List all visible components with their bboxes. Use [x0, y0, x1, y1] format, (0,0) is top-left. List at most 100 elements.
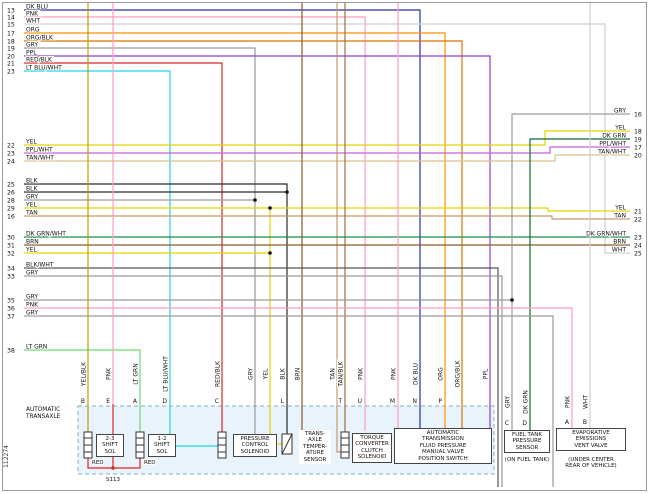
left-pin-number: 17	[7, 31, 15, 38]
junction-dot	[510, 298, 514, 302]
wire-color-label: PNK	[106, 367, 113, 380]
left-pin-number: 16	[7, 214, 15, 221]
wire-color-label: BRN	[295, 368, 302, 381]
left-pin-wire-label: GRY	[26, 42, 38, 49]
wire-blk	[24, 183, 288, 434]
right-pin-wire-label: DK GRN	[602, 133, 626, 140]
right-pin-wire-label: PPL/WHT	[599, 141, 626, 148]
wire-gry	[511, 113, 630, 430]
wire-tan	[24, 215, 630, 220]
left-pin-number: 25	[7, 182, 15, 189]
wire-color-label: WHT	[583, 395, 590, 409]
right-pin-number: 25	[634, 251, 642, 258]
left-pin-wire-label: GRY	[26, 294, 38, 301]
evap-vent-valve-location-note: (UNDER CENTER REAR OF VEHICLE)	[565, 457, 617, 470]
wire-lt-grn	[24, 349, 141, 432]
left-pin-wire-label: WHT	[26, 18, 40, 25]
terminal-letter: D	[162, 398, 167, 405]
wire-color-label: GRY	[505, 396, 512, 408]
wire-org	[24, 32, 446, 428]
component-transaxle-temperature-sensor: TRANS- AXLE TEMPER- ATURE SENSOR	[299, 430, 331, 465]
wire-gry	[24, 47, 256, 434]
left-pin-wire-label: TAN	[25, 210, 38, 217]
left-pin-wire-label: BLK/WHT	[26, 262, 54, 269]
left-pin-number: 31	[7, 243, 15, 250]
transaxle-label: AUTOMATIC TRANSAXLE	[26, 407, 61, 420]
wire-lt-blu-wht	[24, 70, 218, 447]
component-torque-converter-clutch-solenoid: TORQUE CONVERTER CLUTCH SOLENOID	[352, 433, 392, 463]
left-pin-wire-label: LT GRN	[26, 344, 47, 351]
terminal-letter: C	[215, 398, 219, 405]
left-pin-wire-label: RED/BLK	[26, 57, 53, 64]
left-pin-number: 28	[7, 198, 15, 205]
wire-yel	[24, 207, 630, 212]
left-pin-wire-label: TAN/WHT	[25, 155, 54, 162]
left-pin-wire-label: PPL	[26, 50, 37, 57]
right-pin-number: 21	[634, 209, 642, 216]
left-pin-wire-label: PNK	[26, 11, 39, 18]
left-pin-wire-label: PPL/WHT	[26, 147, 53, 154]
wire-yel	[24, 130, 630, 146]
right-pin-wire-label: YEL	[614, 125, 626, 132]
left-pin-wire-label: PNK	[26, 302, 39, 309]
left-pin-number: 37	[7, 314, 15, 321]
left-pin-number: 30	[7, 235, 15, 242]
wire-pnk	[24, 307, 573, 428]
figure-number: 112274	[3, 445, 10, 468]
right-pin-number: 22	[634, 217, 642, 224]
left-pin-wire-label: YEL	[25, 247, 37, 254]
left-pin-number: 26	[7, 190, 15, 197]
left-pin-number: 18	[7, 39, 15, 46]
left-pin-wire-label: LT BLU/WHT	[26, 65, 62, 72]
left-pin-number: 15	[7, 22, 15, 29]
wire-tan	[336, 3, 341, 453]
terminal-letter: U	[358, 398, 362, 405]
wire-red-blk	[24, 62, 223, 432]
wire-blk-wht	[24, 267, 499, 487]
wire-color-label: DK BLU	[413, 363, 420, 385]
junction-dot	[253, 198, 257, 202]
left-pin-number: 19	[7, 46, 15, 53]
wire-color-label: YEL	[263, 368, 270, 380]
left-pin-wire-label: GRY	[26, 310, 38, 317]
wire-color-label: TAN	[330, 368, 337, 381]
terminal-letter: A	[565, 419, 570, 426]
wire-color-label: ORG/BLK	[455, 359, 462, 387]
left-pin-wire-label: GRY	[26, 270, 38, 277]
left-pin-number: 24	[7, 159, 15, 166]
left-pin-number: 21	[7, 61, 15, 68]
wire-color-label: PNK	[358, 367, 365, 380]
wire-color-label: DK GRN	[523, 390, 530, 414]
right-pin-wire-label: TAN	[613, 213, 626, 220]
left-pin-wire-label: DK BLU	[26, 4, 48, 11]
wire-gry	[24, 315, 554, 487]
left-pin-number: 29	[7, 206, 15, 213]
terminal-letter: M	[390, 398, 395, 405]
component-transmission-fluid-pressure-switch: AUTOMATIC TRANSMISSION FLUID PRESSURE MANUA…	[394, 428, 492, 465]
right-pin-number: 17	[634, 145, 642, 152]
left-pin-number: 32	[7, 251, 15, 258]
left-pin-wire-label: YEL	[25, 139, 37, 146]
junction-dot	[285, 190, 289, 194]
fuel-tank-pressure-sensor-location-note: (ON FUEL TANK)	[504, 457, 550, 463]
wire-ppl	[24, 55, 491, 428]
right-pin-number: 20	[634, 153, 642, 160]
left-pin-number: 36	[7, 306, 15, 313]
red-wire-label: RED	[92, 460, 104, 466]
wire-color-label: RED/BLK	[215, 360, 222, 387]
junction-dot	[111, 466, 115, 470]
left-pin-number: 35	[7, 298, 15, 305]
left-pin-wire-label: DK GRN/WHT	[26, 231, 66, 238]
right-pin-number: 24	[634, 243, 642, 250]
wire-color-label: LT GRN	[133, 363, 140, 384]
right-pin-number: 23	[634, 235, 642, 242]
wire-dk-blu	[24, 9, 421, 428]
component-1-2-shift-solenoid: 1-2 SHIFT SOL	[148, 434, 176, 458]
component-evap-vent-valve: EVAPORATIVE EMISSIONS VENT VALVE	[556, 428, 626, 452]
terminal-letter: C	[505, 420, 509, 427]
component-fuel-tank-pressure-sensor: FUEL TANK PRESSURE SENSOR	[504, 430, 550, 454]
wire-color-label: BLK	[280, 367, 287, 379]
